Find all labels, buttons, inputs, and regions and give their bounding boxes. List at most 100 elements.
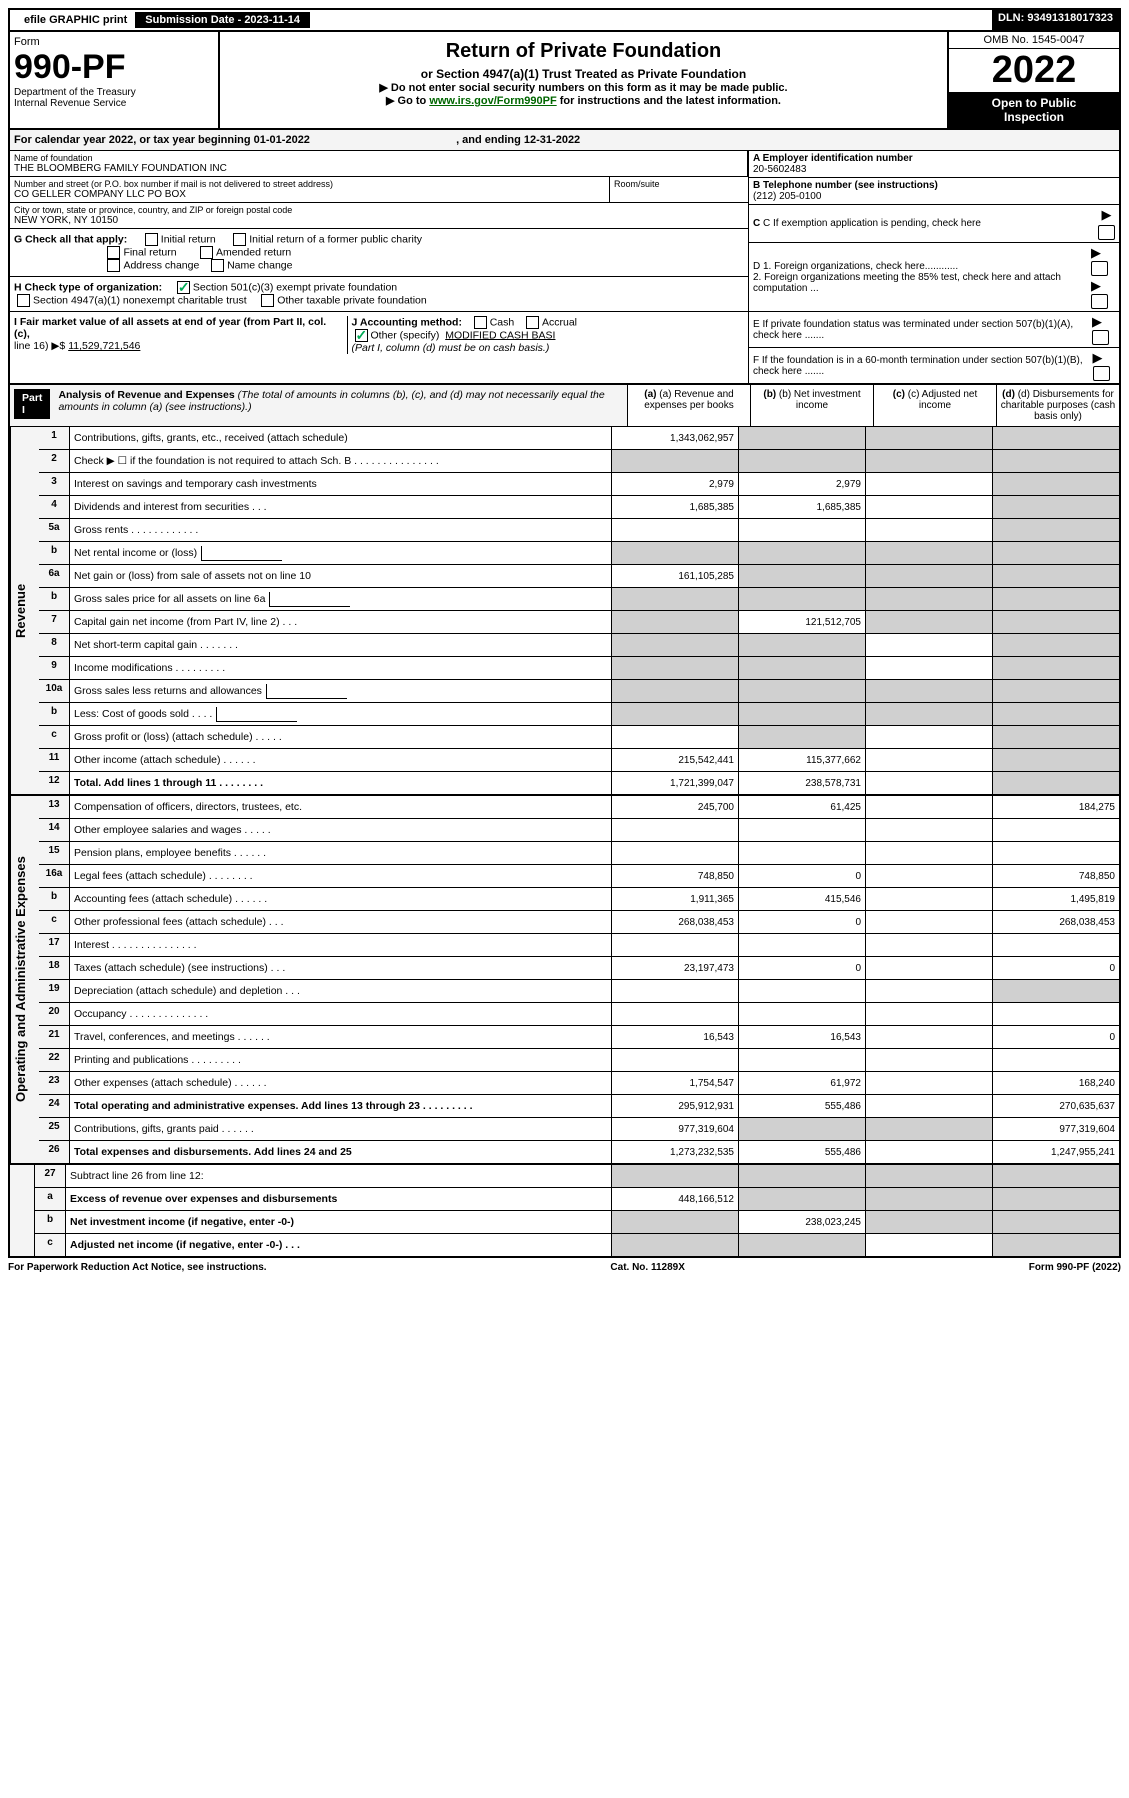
- line-number: b: [35, 1211, 66, 1233]
- line-number: 17: [39, 934, 70, 956]
- checkbox-initial[interactable]: [145, 233, 158, 246]
- value-cell: [993, 588, 1119, 610]
- cal-end: 12-31-2022: [524, 134, 580, 146]
- instructions-link[interactable]: www.irs.gov/Form990PF: [429, 95, 556, 107]
- value-cell: [739, 588, 866, 610]
- checkbox-501c3[interactable]: [177, 281, 190, 294]
- checkbox-final[interactable]: [107, 246, 120, 259]
- checkbox-addr-change[interactable]: [107, 259, 120, 272]
- value-cell: 1,247,955,241: [993, 1141, 1119, 1163]
- checkbox-initial-former[interactable]: [233, 233, 246, 246]
- value-cell: [866, 565, 993, 587]
- line-number: c: [39, 911, 70, 933]
- value-cell: 555,486: [739, 1095, 866, 1117]
- table-row: 15Pension plans, employee benefits . . .…: [39, 842, 1119, 865]
- checkbox-e[interactable]: [1092, 330, 1109, 345]
- line-number: 18: [39, 957, 70, 979]
- line-number: 14: [39, 819, 70, 841]
- table-row: 19Depreciation (attach schedule) and dep…: [39, 980, 1119, 1003]
- value-cell: [739, 1165, 866, 1187]
- value-cell: 748,850: [993, 865, 1119, 887]
- line-description: Total expenses and disbursements. Add li…: [70, 1141, 612, 1163]
- value-cell: [866, 427, 993, 449]
- form-number: 990-PF: [14, 48, 214, 87]
- value-cell: 748,850: [612, 865, 739, 887]
- line-number: b: [39, 888, 70, 910]
- value-cell: 1,911,365: [612, 888, 739, 910]
- checkbox-amended[interactable]: [200, 246, 213, 259]
- checkbox-4947[interactable]: [17, 294, 30, 307]
- value-cell: 61,425: [739, 796, 866, 818]
- value-cell: [866, 450, 993, 472]
- omb-number: OMB No. 1545-0047: [949, 32, 1119, 49]
- initial-former-label: Initial return of a former public charit…: [249, 233, 422, 245]
- inline-value-box: [216, 707, 297, 722]
- revenue-side-label: Revenue: [10, 427, 39, 794]
- line-number: 10a: [39, 680, 70, 702]
- checkbox-accrual[interactable]: [526, 316, 539, 329]
- line-number: 5a: [39, 519, 70, 541]
- ein-label: A Employer identification number: [753, 153, 913, 164]
- table-row: cAdjusted net income (if negative, enter…: [35, 1234, 1119, 1256]
- h3-label: Other taxable private foundation: [277, 294, 426, 306]
- line-description: Gross sales less returns and allowances: [70, 680, 612, 702]
- checkbox-name-change[interactable]: [211, 259, 224, 272]
- value-cell: 1,273,232,535: [612, 1141, 739, 1163]
- line-description: Depreciation (attach schedule) and deple…: [70, 980, 612, 1002]
- checkbox-d2[interactable]: [1091, 294, 1108, 309]
- value-cell: [866, 1095, 993, 1117]
- i-line-label: line 16) ▶$: [14, 340, 68, 352]
- value-cell: [866, 1211, 993, 1233]
- value-cell: 16,543: [739, 1026, 866, 1048]
- d2-label: 2. Foreign organizations meeting the 85%…: [753, 272, 1061, 294]
- value-cell: [993, 680, 1119, 702]
- checkbox-c[interactable]: [1098, 225, 1115, 240]
- table-row: 25Contributions, gifts, grants paid . . …: [39, 1118, 1119, 1141]
- inline-value-box: [266, 684, 347, 699]
- dln: DLN: 93491318017323: [992, 10, 1119, 30]
- col-b-header: (b) (b) Net investment income: [751, 385, 874, 426]
- table-row: bNet investment income (if negative, ent…: [35, 1211, 1119, 1234]
- value-cell: 2,979: [612, 473, 739, 495]
- e-label: E If private foundation status was termi…: [753, 319, 1088, 341]
- f-label: F If the foundation is in a 60-month ter…: [753, 355, 1089, 377]
- part1-title: Analysis of Revenue and Expenses: [58, 389, 234, 401]
- table-row: 24Total operating and administrative exp…: [39, 1095, 1119, 1118]
- table-row: 5aGross rents . . . . . . . . . . . .: [39, 519, 1119, 542]
- section-g: G Check all that apply: Initial return I…: [10, 229, 748, 277]
- value-cell: 215,542,441: [612, 749, 739, 771]
- checkbox-cash[interactable]: [474, 316, 487, 329]
- checkbox-other-taxable[interactable]: [261, 294, 274, 307]
- h2-label: Section 4947(a)(1) nonexempt charitable …: [33, 294, 247, 306]
- value-cell: [993, 819, 1119, 841]
- col-a-text: (a) Revenue and expenses per books: [644, 389, 734, 411]
- value-cell: [612, 542, 739, 564]
- checkbox-f[interactable]: [1093, 366, 1110, 381]
- table-row: 3Interest on savings and temporary cash …: [39, 473, 1119, 496]
- col-c-header: (c) (c) Adjusted net income: [874, 385, 997, 426]
- final-return-label: Final return: [123, 246, 176, 258]
- value-cell: 0: [993, 1026, 1119, 1048]
- line-number: 11: [39, 749, 70, 771]
- line-description: Net rental income or (loss): [70, 542, 612, 564]
- checkbox-d1[interactable]: [1091, 261, 1108, 276]
- value-cell: [993, 1003, 1119, 1025]
- note-2-prefix: ▶ Go to: [386, 95, 429, 107]
- line-number: 23: [39, 1072, 70, 1094]
- value-cell: 16,543: [612, 1026, 739, 1048]
- form-subtitle: or Section 4947(a)(1) Trust Treated as P…: [224, 67, 943, 81]
- value-cell: [612, 726, 739, 748]
- line-description: Gross sales price for all assets on line…: [70, 588, 612, 610]
- checkbox-other-method[interactable]: [355, 329, 368, 342]
- irs-label: Internal Revenue Service: [14, 98, 214, 109]
- value-cell: [739, 726, 866, 748]
- line-description: Income modifications . . . . . . . . .: [70, 657, 612, 679]
- table-row: bNet rental income or (loss): [39, 542, 1119, 565]
- table-row: 10aGross sales less returns and allowanc…: [39, 680, 1119, 703]
- room-label: Room/suite: [614, 179, 744, 189]
- line-number: 9: [39, 657, 70, 679]
- line-description: Compensation of officers, directors, tru…: [70, 796, 612, 818]
- tax-year: 2022: [949, 49, 1119, 92]
- footer: For Paperwork Reduction Act Notice, see …: [8, 1258, 1121, 1277]
- value-cell: [612, 1165, 739, 1187]
